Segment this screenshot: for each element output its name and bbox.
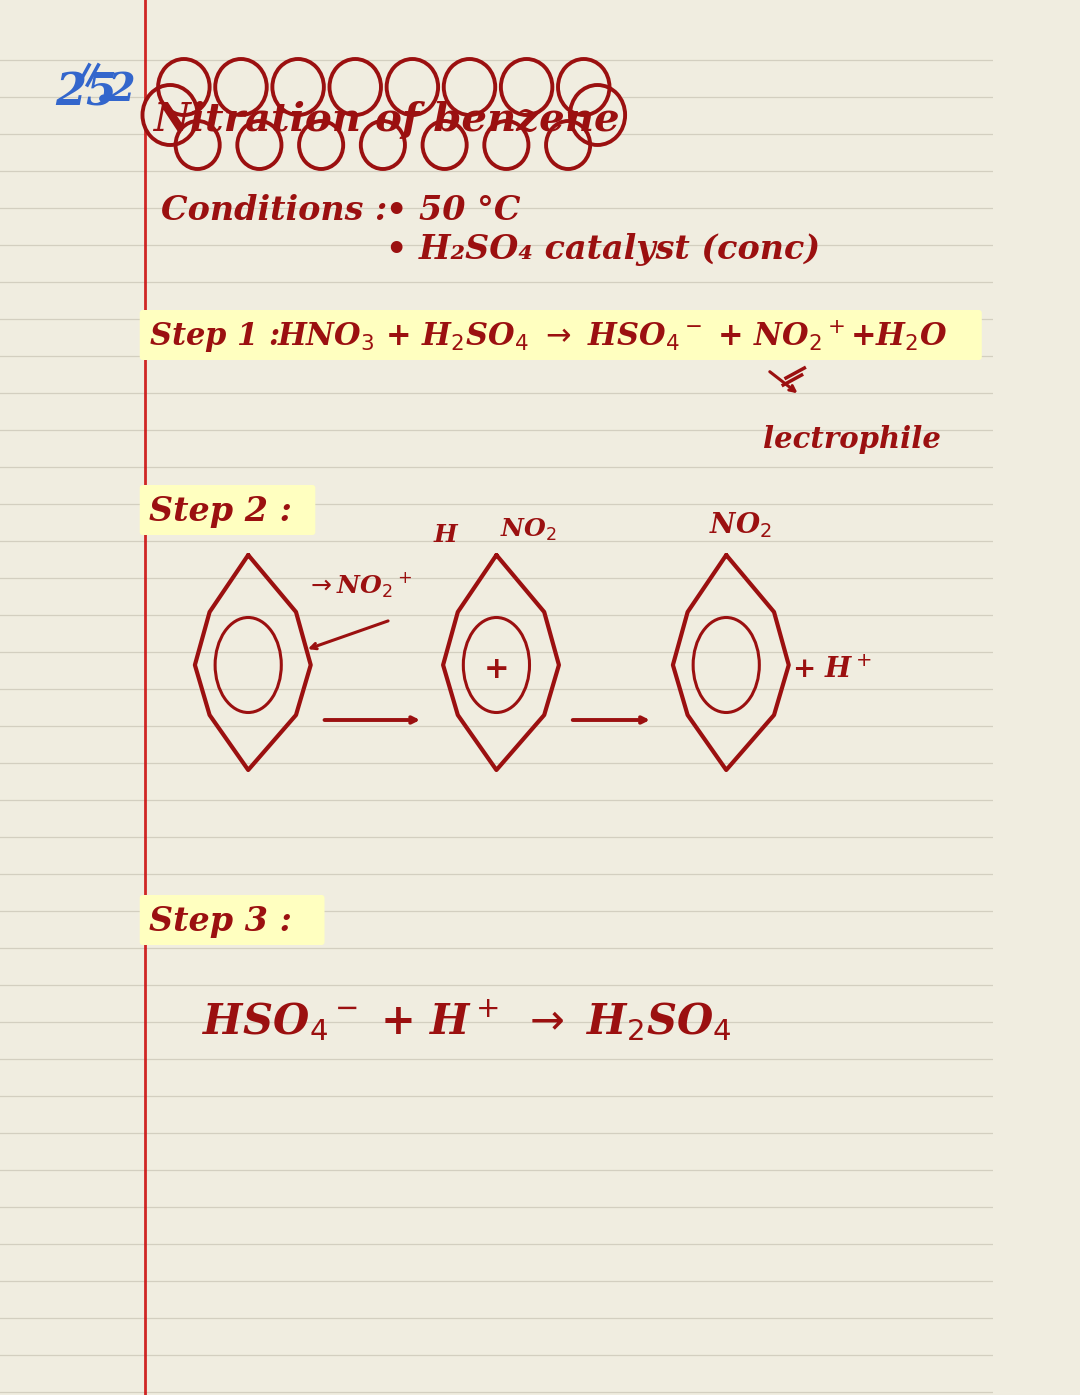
Text: NO$_2$: NO$_2$	[500, 518, 557, 543]
Circle shape	[215, 59, 267, 114]
Circle shape	[329, 59, 381, 114]
Text: $\rightarrow$NO$_2$$^+$: $\rightarrow$NO$_2$$^+$	[306, 571, 411, 600]
Text: • H₂SO₄ catalyst (conc): • H₂SO₄ catalyst (conc)	[386, 233, 820, 266]
Circle shape	[501, 59, 552, 114]
Text: HSO$_4$$^-$ + H$^+$ $\rightarrow$ H$_2$SO$_4$: HSO$_4$$^-$ + H$^+$ $\rightarrow$ H$_2$S…	[202, 997, 732, 1043]
Text: Step 2 :: Step 2 :	[149, 495, 292, 529]
FancyBboxPatch shape	[139, 896, 324, 944]
Circle shape	[558, 59, 609, 114]
FancyBboxPatch shape	[170, 80, 607, 151]
Circle shape	[272, 59, 324, 114]
Circle shape	[570, 85, 625, 145]
Circle shape	[299, 121, 343, 169]
Circle shape	[361, 121, 405, 169]
Text: Step 3 :: Step 3 :	[149, 905, 292, 939]
Text: lectrophile: lectrophile	[762, 425, 941, 455]
Text: +: +	[484, 656, 510, 685]
Circle shape	[143, 85, 198, 145]
Text: + H$^+$: + H$^+$	[792, 656, 872, 684]
Text: H: H	[434, 523, 458, 547]
Circle shape	[444, 59, 496, 114]
Circle shape	[387, 59, 438, 114]
FancyBboxPatch shape	[139, 485, 315, 536]
Circle shape	[238, 121, 282, 169]
Text: Step 1 :HNO$_3$ + H$_2$SO$_4$ $\rightarrow$ HSO$_4$$^-$ + NO$_2$$^+$+H$_2$O: Step 1 :HNO$_3$ + H$_2$SO$_4$ $\rightarr…	[149, 319, 947, 356]
Text: Nitration of benzene: Nitration of benzene	[152, 100, 620, 140]
FancyBboxPatch shape	[139, 310, 982, 360]
Circle shape	[422, 121, 467, 169]
Circle shape	[484, 121, 528, 169]
Circle shape	[546, 121, 590, 169]
Text: • 50 °C: • 50 °C	[386, 194, 521, 226]
Text: .2: .2	[95, 73, 135, 110]
Text: 25: 25	[55, 73, 117, 114]
Text: NO$_2$: NO$_2$	[708, 511, 771, 540]
Text: Conditions :: Conditions :	[161, 194, 388, 226]
Circle shape	[176, 121, 219, 169]
Circle shape	[158, 59, 210, 114]
